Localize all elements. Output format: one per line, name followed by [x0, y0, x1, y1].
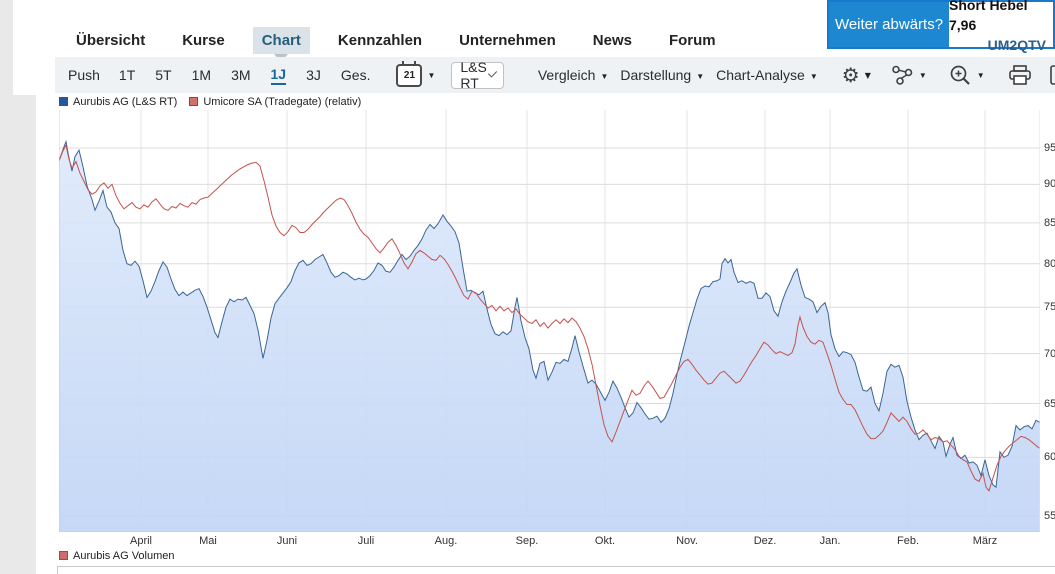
chart-analyse-menu[interactable]: Chart-Analyse ▼ — [716, 67, 818, 83]
x-axis-label: Nov. — [676, 535, 698, 547]
volume-panel-cropped — [57, 566, 1055, 574]
ad-product-info: Short Hebel 7,96 UM2QTV — [949, 0, 1053, 53]
exchange-select-value: L&S RT — [460, 59, 487, 91]
print-icon — [1008, 65, 1031, 85]
nav-tab-unternehmen[interactable]: Unternehmen — [459, 31, 556, 49]
umicore-line-series — [59, 143, 1040, 492]
nav-tab-übersicht[interactable]: Übersicht — [76, 31, 146, 49]
y-axis-label: 65 — [1044, 398, 1055, 410]
period-selector: 1T 5T 1M 3M 1J 3J Ges. — [119, 66, 391, 85]
umicore-legend-swatch — [189, 97, 199, 106]
ad-banner: Weiter abwärts? Short Hebel 7,96 UM2QTV — [827, 0, 1055, 53]
calendar-icon: 21 — [396, 60, 423, 87]
x-axis-label: Dez. — [753, 535, 777, 547]
chart-toolbar: Push 1T 5T 1M 3M 1J 3J Ges. 21 ▼ L&S RT Vergle… — [55, 57, 1055, 93]
vergleich-label: Vergleich — [537, 67, 596, 83]
chevron-down-icon: ▼ — [600, 72, 609, 81]
legend-item-aurubis: Aurubis AG (L&S RT) — [59, 96, 177, 108]
period-1T[interactable]: 1T — [118, 67, 136, 83]
price-chart[interactable] — [59, 110, 1040, 532]
vergleich-menu[interactable]: Vergleich ▼ — [538, 67, 609, 83]
y-axis-label: 85 — [1044, 217, 1055, 229]
left-margin-strip — [0, 95, 36, 574]
y-axis-label: 75 — [1044, 301, 1055, 313]
period-1J[interactable]: 1J — [270, 66, 287, 85]
left-margin-strip-top — [0, 0, 13, 95]
nav-tab-forum[interactable]: Forum — [668, 31, 716, 49]
aurubis-line — [59, 139, 1040, 489]
x-axis-label: Sep. — [515, 535, 539, 547]
volume-legend-label: Aurubis AG Volumen — [73, 550, 175, 562]
y-axis-label: 95 — [1044, 142, 1055, 154]
period-5T[interactable]: 5T — [155, 67, 172, 83]
gear-icon: ⚙ — [841, 63, 860, 87]
chevron-down-icon: ▼ — [918, 70, 927, 80]
aurubis-area-series — [59, 141, 1040, 532]
aurubis-legend-label: Aurubis AG (L&S RT) — [73, 96, 178, 108]
chart-legend: Aurubis AG (L&S RT) Umicore SA (Tradegat… — [59, 96, 361, 108]
volume-legend-swatch — [59, 551, 68, 560]
save-button-partial[interactable] — [1049, 63, 1055, 87]
nav-tab-kurse[interactable]: Kurse — [182, 31, 225, 49]
y-axis-label: 80 — [1044, 258, 1055, 270]
x-axis-label: Juli — [357, 535, 375, 547]
chevron-down-icon: ▼ — [976, 70, 985, 80]
x-axis-label: Feb. — [896, 535, 919, 547]
x-axis-label: März — [972, 535, 998, 547]
calendar-day: 21 — [403, 69, 416, 81]
aurubis-legend-swatch — [59, 97, 68, 106]
period-1M[interactable]: 1M — [191, 67, 212, 83]
chevron-down-icon: ▼ — [696, 72, 705, 81]
nav-tab-news[interactable]: News — [592, 31, 632, 49]
y-axis-label: 60 — [1044, 451, 1055, 463]
legend-item-volume: Aurubis AG Volumen — [59, 550, 175, 562]
period-3J[interactable]: 3J — [306, 67, 321, 83]
indicators-menu[interactable]: ▼ — [891, 64, 927, 86]
zoom-menu[interactable]: ▼ — [949, 64, 985, 87]
chart-analyse-label: Chart-Analyse — [716, 67, 805, 83]
x-axis-label: Mai — [199, 535, 217, 547]
nav-tab-chart[interactable]: Chart — [252, 26, 310, 62]
umicore-legend-label: Umicore SA (Tradegate) (relativ) — [203, 96, 362, 108]
x-axis-label: April — [129, 535, 152, 547]
top-navigation: Übersicht Kurse Chart Kennzahlen Unternehmen… — [67, 26, 725, 62]
ad-wkn-link[interactable]: UM2QTV — [987, 36, 1046, 53]
darstellung-label: Darstellung — [620, 67, 692, 83]
print-button[interactable] — [1007, 63, 1033, 87]
period-3M[interactable]: 3M — [231, 67, 251, 83]
nav-tab-kennzahlen[interactable]: Kennzahlen — [337, 31, 423, 49]
legend-item-umicore: Umicore SA (Tradegate) (relativ) — [189, 96, 361, 108]
settings-menu[interactable]: ⚙ ▼ — [842, 63, 871, 87]
x-axis-label: Okt. — [594, 535, 616, 547]
volume-legend: Aurubis AG Volumen — [59, 550, 175, 562]
y-axis-label: 90 — [1044, 178, 1055, 190]
x-axis-label: Jan. — [819, 535, 841, 547]
period-Ges[interactable]: Ges. — [340, 67, 371, 83]
chevron-down-icon: ▼ — [864, 70, 871, 80]
x-axis-label: Aug. — [434, 535, 458, 547]
ad-product-label: Short Hebel 7,96 — [949, 0, 1028, 33]
x-axis-label: Juni — [276, 535, 298, 547]
chevron-down-icon: ▼ — [427, 70, 436, 80]
calendar-picker[interactable]: 21 ▼ — [396, 60, 436, 87]
ad-cta-button[interactable]: Weiter abwärts? — [829, 2, 949, 47]
y-axis-label: 55 — [1044, 510, 1055, 522]
exchange-select[interactable]: L&S RT — [451, 59, 504, 91]
push-toggle[interactable]: Push — [68, 67, 100, 83]
chevron-down-icon: ▼ — [809, 72, 818, 81]
zoom-in-icon — [950, 65, 970, 85]
darstellung-menu[interactable]: Darstellung ▼ — [620, 67, 704, 83]
indicator-network-icon — [892, 65, 913, 85]
y-axis-label: 70 — [1044, 348, 1055, 360]
save-icon — [1049, 65, 1055, 85]
